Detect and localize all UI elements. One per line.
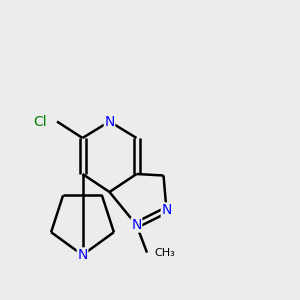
Text: N: N [131,218,142,232]
Text: N: N [77,248,88,262]
Text: N: N [104,115,115,128]
Text: N: N [161,203,172,217]
Text: Cl: Cl [34,115,47,128]
Text: CH₃: CH₃ [154,248,175,258]
